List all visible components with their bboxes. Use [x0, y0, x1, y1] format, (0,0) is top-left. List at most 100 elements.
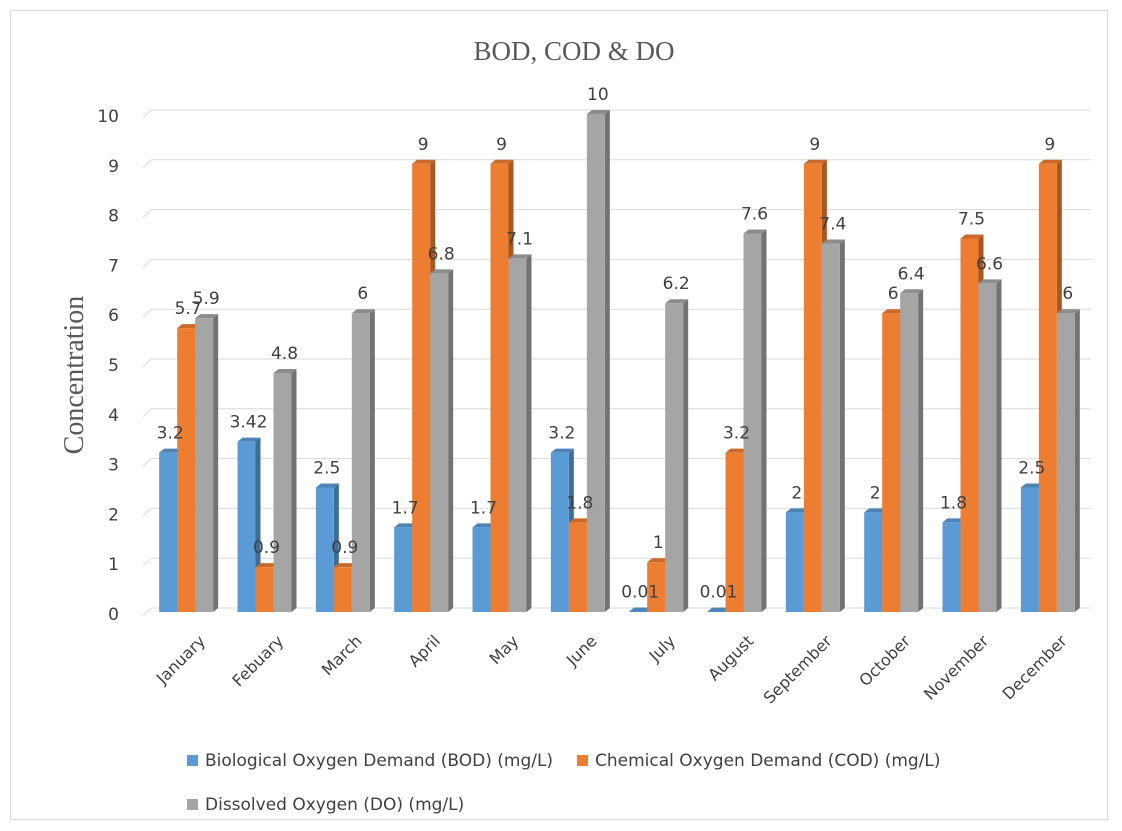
data-label: 0.9 — [253, 538, 280, 558]
bar-front — [412, 163, 431, 613]
data-label: 0.9 — [331, 538, 358, 558]
data-label: 1 — [653, 533, 664, 553]
legend-item: Dissolved Oxygen (DO) (mg/L) — [187, 795, 464, 815]
data-label: 6.2 — [663, 274, 690, 294]
data-label: 1.8 — [940, 493, 967, 513]
bar-front — [430, 273, 449, 612]
bar-top — [472, 523, 496, 528]
bar-top — [1056, 309, 1080, 314]
legend: Biological Oxygen Demand (BOD) (mg/L) Che… — [187, 751, 941, 815]
x-axis-categories: January Febuary March April May June July Augus… — [152, 631, 1071, 707]
bar — [351, 309, 375, 612]
y-tick-label: 4 — [108, 406, 119, 426]
bar-top — [629, 607, 653, 612]
bar-front — [195, 318, 214, 612]
bar-front — [315, 487, 334, 612]
bar-top — [821, 239, 845, 244]
bar-top — [725, 448, 749, 453]
y-tick-label: 7 — [108, 256, 119, 276]
data-labels: 3.2 5.75.9 3.42 0.9 4.8 2.5 0.9 6 1.7 9 6.8 1.7 9 7.1… — [157, 85, 1074, 603]
data-label: 5.9 — [193, 289, 220, 309]
bar-top — [785, 508, 809, 513]
data-label: 2.5 — [1018, 459, 1045, 479]
data-label: 9 — [1044, 135, 1055, 155]
bar-front — [803, 163, 822, 613]
y-axis-ticks: 0 1 2 3 4 5 6 7 8 9 10 — [97, 107, 119, 625]
bar-top — [195, 314, 219, 319]
y-tick-label: 0 — [108, 605, 119, 625]
bar-top — [273, 368, 297, 373]
data-label: 6.6 — [976, 254, 1003, 274]
bar-side — [213, 314, 219, 612]
bar-front — [472, 527, 491, 612]
bar-series — [159, 110, 1080, 613]
data-label: 1.7 — [470, 498, 497, 518]
bar-front — [255, 567, 274, 612]
x-category-label: July — [645, 631, 679, 665]
bar-side — [996, 279, 1002, 612]
gridline-diagonal — [142, 308, 152, 318]
gridline-diagonal — [142, 508, 152, 517]
bar-top — [942, 518, 966, 523]
bar-side — [683, 299, 689, 612]
gridline-diagonal — [142, 607, 152, 617]
bar-chart: BOD, COD & DO Concentration 012345678910… — [59, 36, 1091, 815]
bar-top — [665, 299, 689, 304]
y-tick-label: 8 — [108, 207, 119, 227]
bar-front — [1038, 163, 1057, 613]
gridline-diagonal — [142, 458, 152, 467]
bar-side — [761, 229, 767, 612]
y-tick-label: 9 — [108, 157, 119, 177]
y-tick-label: 3 — [108, 456, 119, 476]
bar-top — [864, 508, 888, 513]
legend-swatch — [187, 755, 198, 766]
bar-top — [412, 159, 436, 164]
bar-top — [960, 234, 984, 239]
bar-top — [394, 523, 418, 528]
y-tick-label: 10 — [97, 107, 119, 127]
bar-top — [159, 448, 183, 453]
bar-side — [291, 368, 297, 612]
data-label: 1.7 — [392, 498, 419, 518]
data-label: 6 — [357, 284, 368, 304]
legend-swatch — [187, 799, 198, 810]
chart-title: BOD, COD & DO — [473, 36, 674, 66]
legend-label: Chemical Oxygen Demand (COD) (mg/L) — [595, 751, 941, 771]
bar — [1056, 309, 1080, 612]
data-label: 0.01 — [700, 583, 738, 603]
x-category-label: June — [562, 631, 601, 670]
bar-top — [803, 159, 827, 164]
bar-top — [430, 269, 454, 274]
data-label: 9 — [809, 135, 820, 155]
data-label: 6 — [1062, 284, 1073, 304]
bar — [430, 269, 454, 612]
bar-side — [918, 289, 924, 612]
bar-front — [743, 233, 762, 612]
bar-front — [159, 452, 178, 612]
gridline-diagonal — [142, 358, 152, 368]
bar-front — [351, 313, 370, 612]
bar — [586, 110, 610, 612]
x-category-label: August — [704, 631, 757, 684]
bar-front — [550, 452, 569, 612]
data-label: 7.6 — [741, 205, 768, 225]
x-category-label: Febuary — [228, 631, 287, 690]
data-label: 4.8 — [271, 344, 298, 364]
gridlines — [142, 109, 1091, 617]
bar — [508, 254, 532, 613]
bar-front — [900, 293, 919, 612]
bar-front — [1020, 487, 1039, 612]
bar-top — [255, 563, 279, 568]
gridline-diagonal — [142, 209, 152, 218]
bar-front — [647, 562, 666, 612]
y-axis-label: Concentration — [59, 296, 90, 455]
bar — [978, 279, 1002, 612]
bar-top — [333, 563, 357, 568]
data-label: 9 — [496, 135, 507, 155]
bar-side — [369, 309, 375, 612]
bar-top — [177, 324, 201, 329]
bar-front — [273, 372, 292, 612]
data-label: 7.4 — [819, 214, 846, 234]
bar-front — [882, 313, 901, 612]
data-label: 3.2 — [548, 424, 575, 444]
